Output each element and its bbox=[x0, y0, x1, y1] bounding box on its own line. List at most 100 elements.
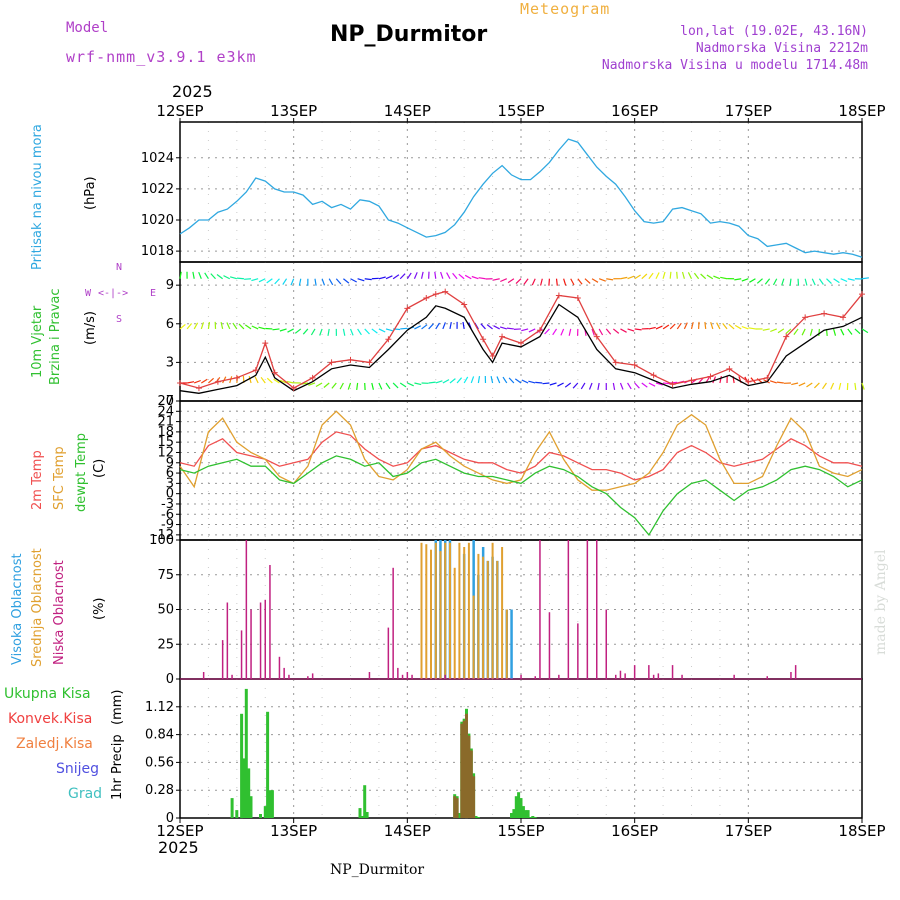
low-cloud-bar bbox=[539, 540, 541, 679]
wind-direction-arrow bbox=[813, 382, 820, 389]
wind-gust-marker bbox=[233, 374, 240, 381]
wind-direction-arrow bbox=[693, 272, 700, 280]
wind-direction-arrow bbox=[591, 278, 599, 283]
wind-gust-marker bbox=[328, 359, 335, 366]
y-tick-label: 3 bbox=[166, 355, 174, 370]
low-cloud-bar bbox=[605, 609, 607, 679]
wind-direction-arrow bbox=[496, 376, 501, 384]
precip-total-bar bbox=[268, 790, 272, 818]
wind-direction-arrow bbox=[570, 278, 575, 286]
wind-direction-arrow bbox=[508, 377, 515, 384]
mid-cloud-bar bbox=[496, 560, 499, 679]
wind-direction-arrow bbox=[339, 382, 344, 390]
compass-n: N bbox=[116, 262, 123, 273]
mid-cloud-bar bbox=[425, 544, 428, 679]
wind-gust-marker bbox=[669, 381, 676, 388]
wind-direction-arrow bbox=[669, 323, 676, 330]
wind-direction-arrow bbox=[811, 278, 816, 286]
t2m-series bbox=[179, 431, 863, 481]
wind-direction-arrow bbox=[328, 278, 334, 286]
wind-direction-arrow bbox=[500, 278, 508, 283]
wind-direction-arrow bbox=[200, 322, 205, 330]
wind-direction-arrow bbox=[612, 328, 620, 334]
wind-direction-arrow bbox=[568, 328, 572, 336]
y-tick-label: -12 bbox=[153, 528, 174, 543]
wind-gust-marker bbox=[442, 288, 449, 295]
wind-direction-arrow bbox=[442, 379, 450, 384]
precip-total-bar bbox=[512, 809, 516, 818]
low-cloud-bar bbox=[307, 676, 309, 679]
wind-direction-arrow bbox=[762, 328, 770, 331]
wind-direction-arrow bbox=[676, 322, 682, 330]
wind-direction-arrow bbox=[772, 278, 778, 286]
wind-direction-arrow bbox=[528, 328, 536, 333]
low-cloud-bar bbox=[624, 673, 626, 679]
low-cloud-bar bbox=[619, 670, 622, 679]
wind-direction-arrow bbox=[347, 382, 352, 390]
mid-cloud-bar bbox=[444, 542, 447, 679]
panel-frame bbox=[179, 539, 863, 680]
mid-cloud-bar bbox=[467, 542, 470, 679]
wind-gust-marker bbox=[555, 292, 562, 299]
precip-total-bar bbox=[235, 810, 239, 818]
low-cloud-bar bbox=[269, 565, 271, 679]
wind-direction-arrow bbox=[840, 328, 845, 336]
wind-direction-arrow bbox=[706, 274, 714, 280]
x-tick-label-top: 17SEP bbox=[725, 102, 772, 120]
wind-direction-arrow bbox=[493, 325, 500, 330]
wind-direction-arrow bbox=[414, 325, 421, 330]
wind-direction-arrow bbox=[357, 328, 362, 336]
precip-total-bar bbox=[524, 810, 528, 818]
wind-direction-arrow bbox=[818, 278, 824, 285]
wind-direction-arrow bbox=[392, 274, 400, 280]
wind-direction-arrow bbox=[777, 328, 785, 334]
wind-direction-arrow bbox=[477, 376, 481, 384]
wind-direction-arrow bbox=[838, 382, 842, 390]
wind-direction-arrow bbox=[540, 278, 543, 286]
wind-direction-arrow bbox=[463, 376, 469, 384]
mid-cloud-bar bbox=[439, 551, 442, 679]
wind-direction-arrow bbox=[193, 322, 199, 330]
pressure-series bbox=[179, 138, 863, 258]
wind-direction-arrow bbox=[683, 322, 688, 330]
x-tick-label-top: 13SEP bbox=[270, 102, 317, 120]
wind-gust-marker bbox=[366, 359, 373, 366]
wind-gust-marker bbox=[480, 336, 487, 343]
wind-direction-arrow bbox=[435, 322, 441, 330]
wind-direction-arrow bbox=[748, 327, 756, 330]
x-tick-label-top: 12SEP bbox=[156, 102, 203, 120]
y-tick-label: 9 bbox=[166, 456, 174, 471]
low-cloud-bar bbox=[283, 667, 285, 679]
wind-direction-arrow bbox=[789, 278, 792, 286]
wind-direction-arrow bbox=[619, 382, 624, 390]
wind-direction-arrow bbox=[440, 271, 444, 279]
wind-direction-arrow bbox=[192, 271, 195, 279]
y-tick-label: 25 bbox=[157, 637, 174, 652]
wind-direction-arrow bbox=[515, 278, 522, 285]
wind-direction-arrow bbox=[220, 321, 224, 330]
low-cloud-bar bbox=[615, 674, 617, 679]
wind-direction-arrow bbox=[356, 382, 359, 390]
low-cloud-bar bbox=[202, 672, 205, 679]
wind-direction-arrow bbox=[776, 381, 784, 384]
precip-total-bar bbox=[517, 792, 521, 818]
wind-direction-arrow bbox=[523, 278, 529, 285]
wind-gust-marker bbox=[271, 369, 278, 376]
mid-cloud-bar bbox=[463, 547, 466, 679]
y-tick-label: 0.28 bbox=[145, 783, 174, 798]
x-tick-label-bottom: 18SEP bbox=[838, 822, 885, 840]
wind-gust-marker bbox=[385, 336, 392, 343]
wind-direction-arrow bbox=[400, 327, 408, 330]
panel-frame bbox=[179, 678, 863, 819]
wind-gust-marker bbox=[612, 359, 619, 366]
wind-direction-arrow bbox=[198, 271, 202, 279]
wind-direction-arrow bbox=[801, 328, 806, 336]
wind-direction-arrow bbox=[620, 276, 628, 280]
wind-gust-marker bbox=[262, 340, 269, 347]
wind-direction-arrow bbox=[458, 273, 465, 280]
low-cloud-bar bbox=[790, 672, 792, 679]
mid-cloud-bar bbox=[491, 542, 494, 679]
wind-direction-arrow bbox=[552, 328, 558, 336]
wind-direction-arrow bbox=[791, 382, 799, 386]
